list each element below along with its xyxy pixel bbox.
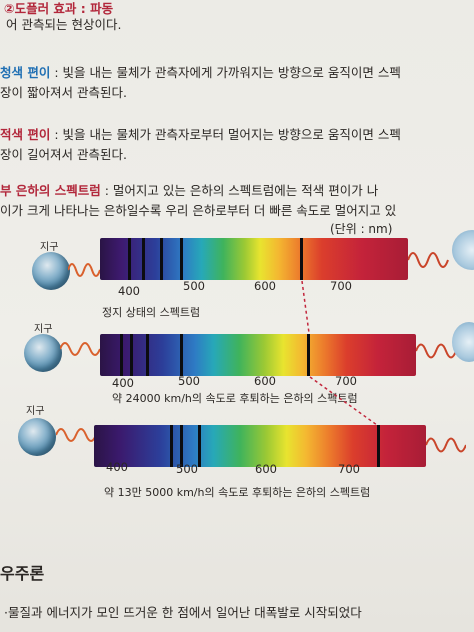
earth-label: 지구: [34, 324, 53, 335]
section-heading: 우주론: [0, 564, 45, 583]
galaxy-icon: [452, 230, 474, 270]
text-line-bottom: ·물질과 에너지가 모인 뜨거운 한 점에서 일어난 대폭발로 시작되었다: [4, 605, 362, 620]
text-line-redshift: 적색 편이 : 빛을 내는 물체가 관측자로부터 멀어지는 방향으로 움직이면 …: [0, 127, 401, 142]
earth-label: 지구: [40, 242, 59, 253]
spectrum-caption: 정지 상태의 스펙트럼: [102, 306, 201, 319]
tick-label: 400: [106, 460, 128, 474]
text-line-blueshift: 청색 편이 : 빛을 내는 물체가 관측자에게 가까워지는 방향으로 움직이면 …: [0, 65, 401, 80]
spectrum-rest: [100, 238, 408, 280]
unit-label: (단위 : nm): [330, 222, 393, 236]
tick-label: 600: [254, 279, 276, 293]
wave-icon: [408, 252, 449, 268]
earth-icon: [24, 334, 62, 372]
wave-icon: [416, 343, 456, 359]
spectrum-135000: [94, 425, 426, 467]
text-line-9: 이가 크게 나타나는 은하일수록 우리 은하로부터 더 빠른 속도로 멀어지고 …: [0, 203, 397, 218]
wave-icon: [68, 263, 101, 277]
tick-label: 500: [176, 462, 198, 476]
wave-icon: [426, 437, 466, 453]
wave-icon: [56, 428, 96, 442]
tick-label: 400: [118, 284, 140, 298]
spectrum-caption: 약 13만 5000 km/h의 속도로 후퇴하는 은하의 스펙트럼: [104, 486, 371, 499]
earth-icon: [18, 418, 56, 456]
tick-label: 600: [255, 462, 277, 476]
tick-label: 600: [254, 374, 276, 388]
text-line-4: 장이 짧아져서 관측된다.: [0, 85, 127, 100]
tick-label: 400: [112, 376, 134, 390]
wave-icon: [60, 342, 100, 356]
text-line-2: 어 관측되는 현상이다.: [6, 17, 122, 32]
text-line-galaxy-spectrum: 부 은하의 스펙트럼 : 멀어지고 있는 은하의 스펙트럼에는 적색 편이가 나: [0, 183, 379, 198]
earth-label: 지구: [26, 406, 45, 417]
tick-label: 700: [338, 462, 360, 476]
earth-icon: [32, 252, 70, 290]
tick-label: 700: [330, 279, 352, 293]
text-line-doppler: ②도플러 효과 : 파동: [4, 1, 114, 16]
spectrum-24000: [100, 334, 416, 376]
spectrum-caption: 약 24000 km/h의 속도로 후퇴하는 은하의 스펙트럼: [112, 392, 358, 405]
tick-label: 700: [335, 374, 357, 388]
tick-label: 500: [183, 279, 205, 293]
galaxy-icon: [452, 322, 474, 362]
tick-label: 500: [178, 374, 200, 388]
text-line-7: 장이 길어져서 관측된다.: [0, 147, 127, 162]
